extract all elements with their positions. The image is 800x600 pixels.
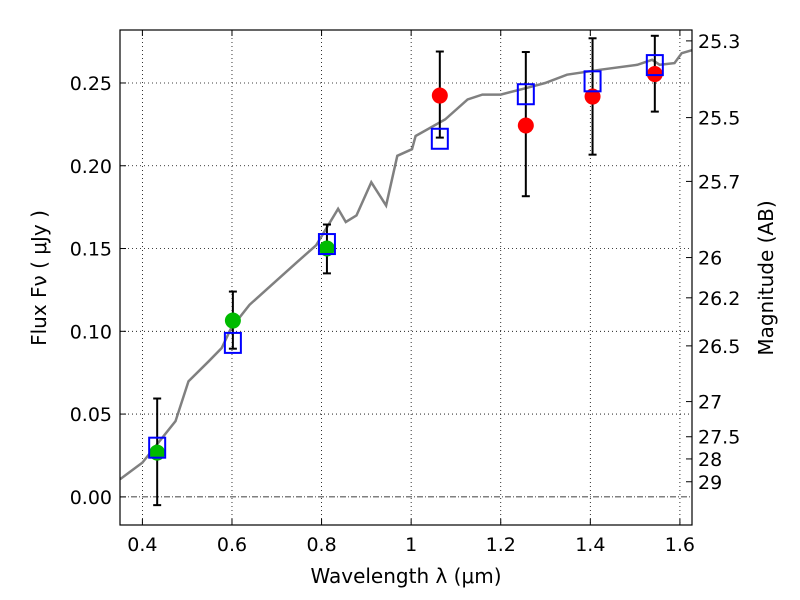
x-tick-label: 0.4 [127, 534, 157, 556]
model-photometry-square [223, 331, 242, 354]
y-tick-label: 0.10 [70, 321, 112, 343]
right-tick-label: 27 [698, 392, 722, 414]
y-tick-label: 0.20 [70, 156, 112, 178]
right-tick-label: 25.3 [698, 31, 740, 53]
model-photometry-square [583, 70, 602, 93]
data-point [584, 88, 601, 105]
model-photometry-square [645, 54, 664, 77]
y-tick-label: 0.05 [70, 404, 112, 426]
x-tick-label: 1.2 [486, 534, 516, 556]
right-tick-label: 29 [698, 472, 722, 494]
plot-marks [120, 34, 692, 507]
right-tick-label: 26 [698, 248, 722, 270]
data-point [318, 240, 335, 257]
y-axis-label: Flux Fν ( μJy ) [27, 210, 51, 346]
model-photometry-square [516, 83, 535, 106]
data-point [431, 87, 448, 104]
model-photometry-square [430, 127, 449, 150]
right-tick-label: 25.7 [698, 171, 740, 193]
right-axis-label: Magnitude (AB) [754, 200, 778, 355]
x-tick-label: 1.6 [665, 534, 695, 556]
x-tick-label: 1.4 [575, 534, 605, 556]
y-tick-label: 0.15 [70, 239, 112, 261]
y-tick-label: 0.00 [70, 487, 112, 509]
right-tick-label: 25.5 [698, 108, 740, 130]
model-photometry-square [148, 436, 167, 459]
right-tick-label: 26.5 [698, 336, 740, 358]
data-point [149, 444, 166, 461]
right-tick-label: 26.2 [698, 288, 740, 310]
plot-frame [119, 29, 693, 526]
right-tick-label: 28 [698, 449, 722, 471]
x-tick-label: 0.8 [306, 534, 336, 556]
data-point [517, 117, 534, 134]
model-photometry-square [317, 233, 336, 256]
x-tick-label: 0.6 [217, 534, 247, 556]
ticks: 0.4 0.6 0.8 1 1.2 1.4 1.6 0.00 0.05 0.10 0.15 0.20 0… [70, 30, 740, 556]
data-point [224, 312, 241, 329]
data-point [646, 66, 663, 83]
right-tick-label: 27.5 [698, 427, 740, 449]
y-tick-label: 0.25 [70, 73, 112, 95]
grid [120, 30, 692, 525]
x-axis-label: Wavelength λ (μm) [310, 564, 501, 588]
x-tick-label: 1 [405, 534, 417, 556]
